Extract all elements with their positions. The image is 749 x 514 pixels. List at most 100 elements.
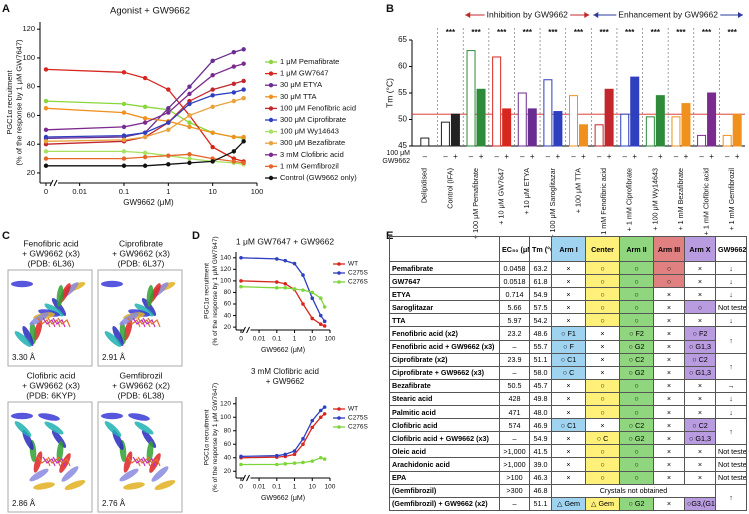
data-point	[322, 412, 327, 416]
data-point	[239, 279, 243, 283]
helix	[101, 280, 123, 288]
data-point	[231, 98, 237, 104]
table-cell: ×	[653, 326, 685, 341]
y-tick-label: 20	[224, 324, 232, 331]
helix	[149, 453, 161, 473]
data-point	[318, 455, 323, 460]
table-cell: 46.8	[529, 483, 552, 498]
table-cell: ○ G1,3	[684, 339, 716, 354]
helix	[33, 482, 55, 490]
y-axis-label: PGC1α recruitment	[5, 69, 14, 134]
x-tick-label: Control (IFA)	[445, 168, 454, 209]
table-cell: Not tested	[715, 300, 747, 315]
table-cell: ○ G1,3	[684, 431, 716, 446]
data-point	[239, 284, 243, 289]
table-cell: 5.66	[499, 300, 530, 315]
table-cell: ×	[653, 418, 685, 433]
row-name: Clofibric acid	[389, 418, 500, 433]
table-cell: ×	[684, 405, 716, 420]
data-point	[274, 462, 279, 467]
bar	[492, 56, 502, 147]
table-cell: >300	[499, 483, 530, 498]
table-cell: ○	[585, 260, 620, 276]
bar-treatment-label: –	[674, 152, 679, 161]
data-point	[166, 127, 171, 133]
data-point	[43, 127, 49, 133]
annotation: Enhancement by GW9662	[618, 9, 718, 19]
row-name: (Gemfibrozil)	[389, 483, 500, 498]
helix	[11, 280, 33, 288]
table-cell: ↓	[715, 274, 747, 289]
y-axis-label: Tm (°C)	[384, 78, 394, 108]
y-axis-label: PGC1α recruitment	[204, 263, 211, 319]
helix	[61, 466, 79, 482]
y-tick-label: 60	[224, 441, 232, 448]
annotation: Inhibition by GW9662	[487, 9, 569, 19]
helix	[112, 326, 124, 346]
table-cell: ×	[551, 405, 586, 420]
row-name: Palmitic acid	[389, 405, 500, 420]
series-line	[240, 257, 326, 322]
data-point	[142, 75, 148, 81]
table-cell: 0.714	[499, 287, 530, 302]
x-tick-label: 0.1	[272, 336, 281, 343]
structure-caption: (PDB: 6KYP)	[26, 390, 76, 400]
axis-break-gap	[243, 327, 251, 333]
y-tick-label: 40	[224, 312, 232, 319]
data-point	[301, 460, 305, 465]
data-point	[241, 134, 246, 140]
row-name: Pemafibrate	[389, 260, 500, 276]
bar-treatment-label: +	[684, 152, 689, 161]
legend-marker	[268, 71, 274, 76]
table-row: (Gemfibrozil) + GW9662 (x2) –51.1 △ Gem △ G…	[389, 496, 747, 511]
legend-marker	[337, 416, 341, 420]
table-row: GW7647 0.0518 61.8 × ○ ○ ○ × ↓	[389, 274, 747, 289]
table-cell: 58.0	[529, 365, 552, 380]
data-point	[121, 163, 127, 168]
y-tick-label: 80	[224, 427, 232, 434]
legend-label: 1 μM Pemafibrate	[280, 57, 339, 66]
row-name: Saroglitazar	[389, 300, 500, 315]
legend-marker	[268, 164, 274, 169]
structure-caption: Gemfibrozil	[120, 370, 163, 380]
table-cell: ○ C2	[684, 352, 716, 367]
data-point	[121, 70, 127, 75]
significance: ***	[728, 28, 738, 37]
table-cell: ○	[653, 260, 685, 276]
header-cell: Arm I	[551, 236, 586, 262]
x-tick-label: 1	[293, 484, 297, 491]
data-point	[292, 452, 297, 457]
table-cell: ○ G2	[619, 365, 654, 380]
x-axis-label: GW9662 (μM)	[261, 495, 305, 502]
table-row: Arachidonic acid >1,000 39.0 × ○ ○ × × Not teste…	[389, 457, 747, 472]
table-cell: ○	[619, 313, 654, 328]
table-row: TTA 5.97 54.2 × ○ ○ × × ↓	[389, 313, 747, 328]
data-point	[274, 280, 279, 284]
bar	[630, 76, 640, 147]
table-cell: ○ C	[585, 431, 620, 446]
series-line	[45, 80, 244, 145]
data-point	[322, 305, 327, 309]
table-cell: ○ C1	[551, 418, 586, 433]
data-point	[274, 286, 279, 290]
data-point	[231, 64, 237, 69]
bar	[681, 103, 691, 147]
table-cell: –	[499, 431, 530, 446]
legend-label: WT	[348, 406, 358, 413]
table-cell: 55.7	[529, 339, 552, 354]
resolution: 2.76 Å	[102, 499, 126, 508]
table-cell: ○ F2	[684, 326, 716, 341]
table-cell: Not tested	[715, 470, 747, 485]
table-cell: ×	[585, 352, 620, 367]
data-point	[322, 319, 327, 324]
chart-title: Agonist + GW9662	[110, 6, 190, 17]
axis-break	[242, 326, 250, 334]
bar-treatment-label: +	[530, 152, 535, 161]
table-cell: ↓	[715, 287, 747, 302]
data-point	[142, 120, 148, 125]
legend-label: 100 μM Wy14643	[280, 127, 339, 136]
header-cell: Center	[585, 236, 620, 262]
header-cell: Tm (°C)	[529, 236, 552, 262]
bar	[722, 134, 732, 147]
